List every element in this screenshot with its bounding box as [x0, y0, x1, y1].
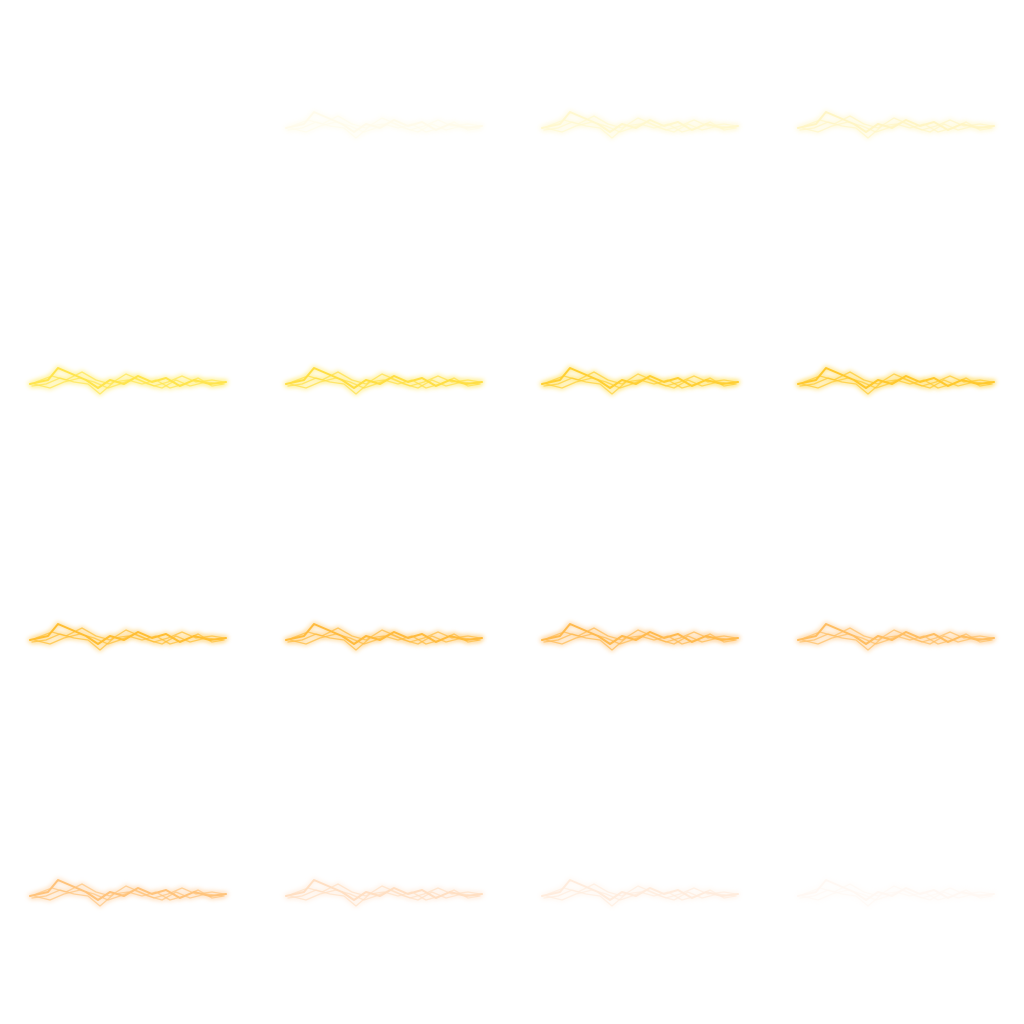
- lightning-bolt: [539, 621, 741, 652]
- lightning-bolt: [283, 365, 485, 396]
- lightning-core-strand: [803, 627, 993, 643]
- lightning-frame-2-graphic: [283, 109, 485, 140]
- lightning-frame-14-graphic: [283, 877, 485, 908]
- lightning-core-strand: [287, 889, 481, 907]
- lightning-core-strand: [547, 115, 737, 131]
- lightning-core-strand: [547, 371, 737, 387]
- lightning-bolt: [27, 877, 229, 908]
- lightning-frame-14: [256, 768, 512, 1024]
- lightning-bolt: [795, 877, 997, 908]
- lightning-frame-15: [512, 768, 768, 1024]
- lightning-core-strand: [291, 627, 481, 643]
- lightning-bolt: [539, 365, 741, 396]
- lightning-core-strand: [801, 633, 991, 645]
- lightning-core-strand: [289, 121, 479, 133]
- lightning-frame-5-graphic: [27, 365, 229, 396]
- lightning-glow-strand: [802, 882, 994, 900]
- lightning-core-strand: [33, 889, 223, 901]
- lightning-frame-9: [0, 512, 256, 768]
- lightning-core-strand: [285, 879, 483, 901]
- lightning-bolt: [795, 109, 997, 140]
- lightning-bolt: [283, 109, 485, 140]
- lightning-core-strand: [287, 121, 481, 139]
- lightning-bolt: [27, 365, 229, 396]
- lightning-frame-11-graphic: [539, 621, 741, 652]
- lightning-frame-7: [512, 256, 768, 512]
- lightning-core-strand: [547, 627, 737, 643]
- lightning-core-strand: [35, 627, 225, 643]
- lightning-frame-8-graphic: [795, 365, 997, 396]
- lightning-core-strand: [35, 883, 225, 899]
- lightning-core-strand: [801, 889, 991, 901]
- lightning-frame-13-graphic: [27, 877, 229, 908]
- lightning-frame-9-graphic: [27, 621, 229, 652]
- lightning-core-strand: [799, 889, 993, 907]
- lightning-frame-1-graphic: [0, 0, 256, 256]
- lightning-core-strand: [289, 377, 479, 389]
- lightning-core-strand: [541, 879, 739, 901]
- lightning-bolt: [795, 365, 997, 396]
- lightning-core-strand: [35, 371, 225, 387]
- lightning-bolt: [283, 877, 485, 908]
- lightning-bolt: [539, 877, 741, 908]
- lightning-frame-2: [256, 0, 512, 256]
- lightning-glow-strand: [546, 882, 738, 900]
- lightning-frame-12-graphic: [795, 621, 997, 652]
- lightning-core-strand: [797, 111, 995, 133]
- lightning-core-strand: [797, 879, 995, 901]
- lightning-core-strand: [33, 377, 223, 389]
- lightning-frame-16: [768, 768, 1024, 1024]
- lightning-frame-10-graphic: [283, 621, 485, 652]
- lightning-frame-15-graphic: [539, 877, 741, 908]
- lightning-frame-12: [768, 512, 1024, 768]
- lightning-glow-strand: [290, 114, 482, 132]
- lightning-core-strand: [543, 889, 737, 907]
- lightning-core-strand: [291, 115, 481, 131]
- lightning-frame-6-graphic: [283, 365, 485, 396]
- lightning-core-strand: [291, 883, 481, 899]
- lightning-frame-3: [512, 0, 768, 256]
- lightning-frame-1: [0, 0, 256, 256]
- lightning-bolt: [27, 621, 229, 652]
- lightning-core-strand: [803, 883, 993, 899]
- lightning-bolt: [795, 621, 997, 652]
- lightning-frame-3-graphic: [539, 109, 741, 140]
- lightning-frame-7-graphic: [539, 365, 741, 396]
- lightning-frame-4: [768, 0, 1024, 256]
- lightning-core-strand: [289, 633, 479, 645]
- lightning-bolt: [283, 621, 485, 652]
- lightning-core-strand: [799, 121, 993, 139]
- lightning-core-strand: [545, 121, 735, 133]
- lightning-core-strand: [545, 889, 735, 901]
- lightning-core-strand: [803, 371, 993, 387]
- lightning-frame-8: [768, 256, 1024, 512]
- lightning-core-strand: [803, 115, 993, 131]
- lightning-frame-16-graphic: [795, 877, 997, 908]
- lightning-frame-10: [256, 512, 512, 768]
- lightning-core-strand: [801, 121, 991, 133]
- lightning-core-strand: [543, 121, 737, 139]
- lightning-core-strand: [547, 883, 737, 899]
- lightning-core-strand: [285, 111, 483, 133]
- lightning-core-strand: [291, 371, 481, 387]
- lightning-frame-13: [0, 768, 256, 1024]
- lightning-core-strand: [545, 377, 735, 389]
- lightning-core-strand: [33, 633, 223, 645]
- lightning-core-strand: [541, 111, 739, 133]
- lightning-frame-5: [0, 256, 256, 512]
- lightning-core-strand: [289, 889, 479, 901]
- lightning-frame-6: [256, 256, 512, 512]
- lightning-core-strand: [545, 633, 735, 645]
- lightning-bolt: [539, 109, 741, 140]
- lightning-frame-11: [512, 512, 768, 768]
- lightning-core-strand: [801, 377, 991, 389]
- lightning-frame-4-graphic: [795, 109, 997, 140]
